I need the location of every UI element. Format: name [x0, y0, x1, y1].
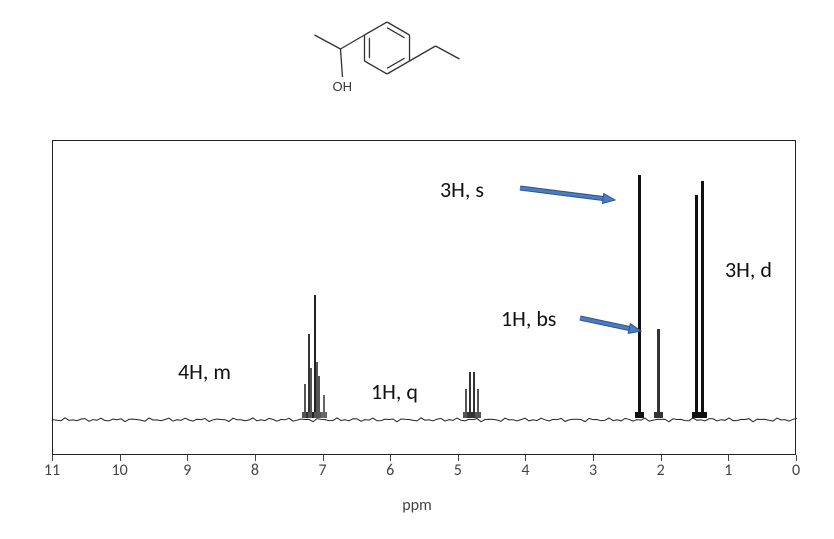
annotation-arrow [580, 318, 641, 333]
arrows-layer [0, 0, 834, 539]
annotation-arrow [520, 188, 615, 203]
